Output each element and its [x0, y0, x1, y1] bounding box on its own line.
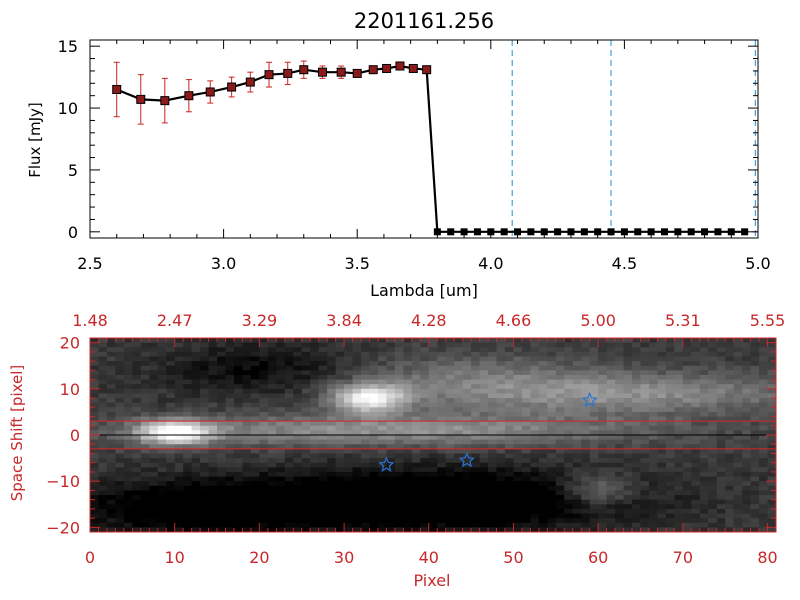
flux-point-3 [184, 91, 194, 101]
bottom-ytick-label-0: −20 [46, 518, 80, 537]
star-marker-0 [378, 456, 395, 472]
flux-point-15 [395, 61, 405, 71]
bottom-xtick-label-2: 20 [249, 548, 269, 567]
bottom-xtick-label-8: 80 [757, 548, 777, 567]
bottom-ytick-label-1: −10 [46, 472, 80, 491]
zero-point-3 [473, 228, 481, 236]
zero-point-21 [714, 228, 722, 236]
star-marker-1 [458, 451, 476, 468]
flux-point-4 [205, 87, 215, 97]
top-plot: 2.5 3.0 3.5 4.0 4.5 5.0 0 5 10 15 [58, 37, 771, 273]
flux-point-10 [317, 67, 327, 77]
zero-point-15 [634, 228, 642, 236]
top-axis-wavelength-label-2: 3.29 [242, 311, 278, 330]
top-x-axis-label: Lambda [um] [370, 281, 478, 300]
top-axis-wavelength-label-6: 5.00 [580, 311, 616, 330]
top-ytick-label-2: 10 [58, 99, 78, 118]
zero-point-2 [460, 228, 468, 236]
top-xtick-label-3: 4.0 [478, 254, 503, 273]
flux-point-8 [283, 68, 293, 78]
flux-point-0 [112, 85, 122, 94]
zero-point-18 [674, 228, 682, 236]
bottom-xtick-label-5: 50 [503, 548, 523, 567]
top-xtick-label-1: 3.0 [211, 254, 236, 273]
bottom-ytick-label-2: 0 [70, 426, 80, 445]
heatmap-image [90, 338, 776, 532]
top-axis-wavelength-label-5: 4.66 [496, 311, 532, 330]
bottom-x-axis-label: Pixel [413, 571, 450, 590]
top-axis-wavelength-label-7: 5.31 [665, 311, 701, 330]
top-xtick-label-2: 3.5 [344, 254, 369, 273]
flux-point-14 [382, 63, 392, 73]
zero-point-13 [607, 228, 615, 236]
flux-point-2 [160, 96, 170, 106]
bottom-xtick-label-4: 40 [419, 548, 439, 567]
bottom-xtick-label-6: 60 [588, 548, 608, 567]
zero-point-22 [727, 228, 735, 236]
zero-point-17 [660, 228, 668, 236]
bottom-ytick-label-4: 20 [60, 334, 80, 353]
top-axes-frame [89, 39, 759, 239]
zero-point-5 [500, 228, 508, 236]
top-axis-wavelength-label-4: 4.28 [411, 311, 447, 330]
zero-point-12 [594, 228, 602, 236]
zero-point-16 [647, 228, 655, 236]
top-y-axis-label: Flux [mJy] [26, 102, 44, 178]
bottom-ytick-label-3: 10 [60, 380, 80, 399]
flux-point-13 [368, 65, 378, 75]
zero-point-0 [433, 228, 441, 236]
bottom-xtick-label-7: 70 [673, 548, 693, 567]
zero-point-23 [741, 228, 749, 236]
flux-point-17 [422, 65, 432, 75]
top-ytick-label-3: 15 [58, 37, 78, 56]
top-ytick-label-0: 0 [68, 223, 78, 242]
bottom-xtick-label-1: 10 [165, 548, 185, 567]
flux-point-7 [264, 70, 274, 80]
flux-point-6 [245, 77, 255, 87]
top-axis-wavelength-label-1: 2.47 [157, 311, 193, 330]
bottom-xtick-label-3: 30 [334, 548, 354, 567]
zero-point-20 [701, 228, 709, 236]
flux-point-1 [136, 94, 146, 104]
top-xtick-label-0: 2.5 [77, 254, 102, 273]
bottom-y-axis-label: Space Shift [pixel] [8, 365, 26, 502]
top-xtick-label-4: 4.5 [612, 254, 637, 273]
bottom-xtick-label-0: 0 [85, 548, 95, 567]
zero-point-1 [447, 228, 455, 236]
zero-point-9 [554, 228, 562, 236]
flux-point-9 [299, 65, 309, 75]
star-marker-2 [581, 391, 598, 408]
zero-point-11 [580, 228, 588, 236]
bottom-plot: 0 10 20 30 40 50 60 70 80 1.48 2.47 3.29 3.84 4.28 4.6… [46, 311, 785, 567]
flux-point-5 [227, 82, 237, 92]
flux-point-11 [336, 67, 346, 77]
zero-point-8 [540, 228, 548, 236]
top-xtick-label-5: 5.0 [745, 254, 770, 273]
top-chart-title: 2201161.256 [354, 9, 494, 33]
top-ytick-label-1: 5 [68, 161, 78, 180]
flux-point-12 [352, 68, 362, 78]
flux-point-16 [408, 63, 418, 73]
zero-point-10 [567, 228, 575, 236]
zero-point-6 [514, 228, 522, 236]
zero-point-7 [527, 228, 535, 236]
zero-point-19 [687, 228, 695, 236]
top-axis-wavelength-label-0: 1.48 [72, 311, 108, 330]
top-axis-wavelength-label-8: 5.55 [750, 311, 786, 330]
top-axis-wavelength-label-3: 3.84 [326, 311, 362, 330]
